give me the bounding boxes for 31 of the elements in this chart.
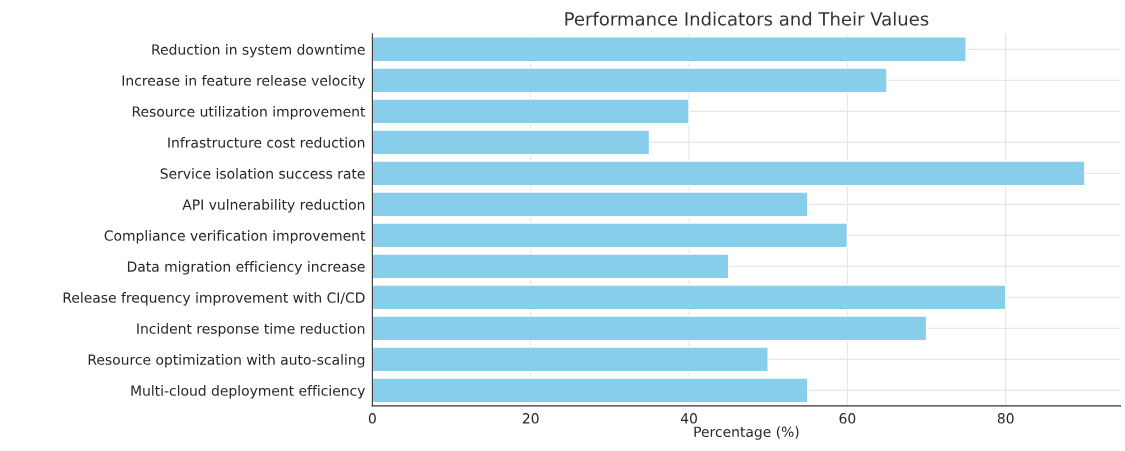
y-tick-label: Service isolation success rate bbox=[160, 168, 365, 179]
bar bbox=[372, 129, 651, 156]
y-tick-label: Reduction in system downtime bbox=[152, 44, 365, 58]
bar bbox=[372, 346, 769, 373]
bar bbox=[372, 160, 1086, 187]
y-tick-label: Increase in feature release velocity bbox=[122, 75, 366, 89]
y-tick-label: Resource utilization improvement bbox=[132, 106, 366, 120]
y-tick-label: Resource optimization with auto-scaling bbox=[88, 354, 365, 368]
bar bbox=[372, 377, 809, 404]
bar bbox=[372, 67, 888, 94]
x-axis-title: Percentage (%) bbox=[694, 426, 799, 440]
y-tick-label: Data migration efficiency increase bbox=[127, 261, 365, 275]
bar bbox=[372, 36, 967, 63]
bar bbox=[372, 98, 690, 125]
x-tick-label: 60 bbox=[839, 413, 856, 424]
bar bbox=[372, 253, 730, 280]
y-tick-label: Compliance verification improvement bbox=[104, 230, 366, 244]
x-tick-label: 80 bbox=[997, 413, 1014, 424]
bar bbox=[372, 191, 809, 218]
y-tick-label: API vulnerability reduction bbox=[182, 199, 365, 213]
bar bbox=[372, 315, 928, 342]
bar bbox=[372, 284, 1007, 311]
y-tick-label: Multi-cloud deployment efficiency bbox=[131, 385, 366, 399]
y-tick-label: Release frequency improvement with CI/CD bbox=[63, 292, 365, 306]
bar bbox=[372, 222, 849, 249]
y-tick-label: Incident response time reduction bbox=[137, 323, 365, 337]
x-tick-label: 20 bbox=[522, 413, 539, 424]
x-tick-label: 40 bbox=[680, 413, 697, 424]
y-tick-label: Infrastructure cost reduction bbox=[168, 137, 365, 148]
chart-title: Performance Indicators and Their Values bbox=[565, 11, 929, 26]
x-tick-label: 0 bbox=[368, 413, 376, 424]
